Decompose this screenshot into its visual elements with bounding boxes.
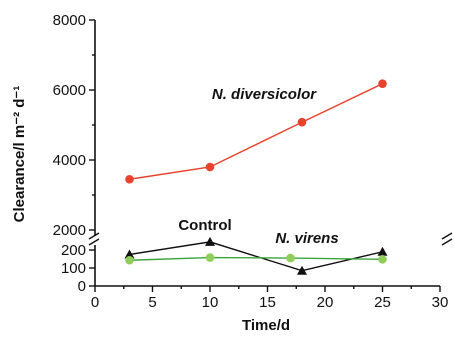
series-line-n-diversicolor: [129, 83, 383, 180]
y-tick-label: 6000: [53, 82, 86, 99]
series-label-n-virens: N. virens: [275, 230, 338, 247]
y-axis-break-mark-left: [88, 232, 100, 246]
series-label-n-diversicolor: N. diversicolor: [212, 86, 317, 103]
y-tick-label: 2000: [53, 222, 86, 239]
y-tick-label: 100: [61, 260, 86, 277]
x-tick-label: 10: [202, 294, 219, 311]
data-point-control: [297, 265, 307, 275]
x-tick-label: 30: [432, 294, 449, 311]
data-point-n-virens: [378, 255, 387, 264]
data-point-control: [205, 236, 215, 246]
y-axis-title: Clearance/l m⁻² d⁻¹: [11, 86, 28, 223]
y-tick-label: 4000: [53, 152, 86, 169]
data-point-n-diversicolor: [205, 162, 215, 172]
series-line-control: [129, 241, 383, 272]
break-stroke: [441, 232, 453, 240]
series-n-virens: [125, 253, 387, 265]
break-stroke: [88, 238, 100, 246]
x-tick-label: 20: [317, 294, 334, 311]
data-point-n-diversicolor: [378, 79, 387, 88]
data-point-n-virens: [286, 253, 295, 263]
data-point-n-virens: [125, 255, 134, 265]
x-tick-label: 5: [148, 294, 156, 311]
x-tick-label: 25: [374, 294, 391, 311]
series-control: [124, 236, 388, 275]
series-line-n-virens: [129, 256, 383, 261]
y-tick-label: 200: [61, 242, 86, 259]
break-stroke: [441, 238, 453, 246]
y-axis-break-mark-right: [441, 232, 453, 246]
series-label-control: Control: [178, 217, 231, 234]
x-tick-label: 15: [259, 294, 276, 311]
x-tick-label: 0: [91, 294, 99, 311]
data-point-n-virens: [205, 253, 215, 262]
data-point-control: [377, 246, 388, 256]
series-n-diversicolor: [125, 79, 387, 184]
series-layer: [124, 79, 388, 275]
break-stroke: [88, 232, 100, 240]
y-tick-label: 8000: [53, 12, 86, 29]
data-point-n-diversicolor: [297, 117, 307, 127]
x-axis-title: Time/d: [242, 317, 290, 334]
data-point-n-diversicolor: [125, 174, 134, 184]
y-tick-label: 0: [78, 278, 86, 295]
data-point-control: [124, 249, 135, 259]
